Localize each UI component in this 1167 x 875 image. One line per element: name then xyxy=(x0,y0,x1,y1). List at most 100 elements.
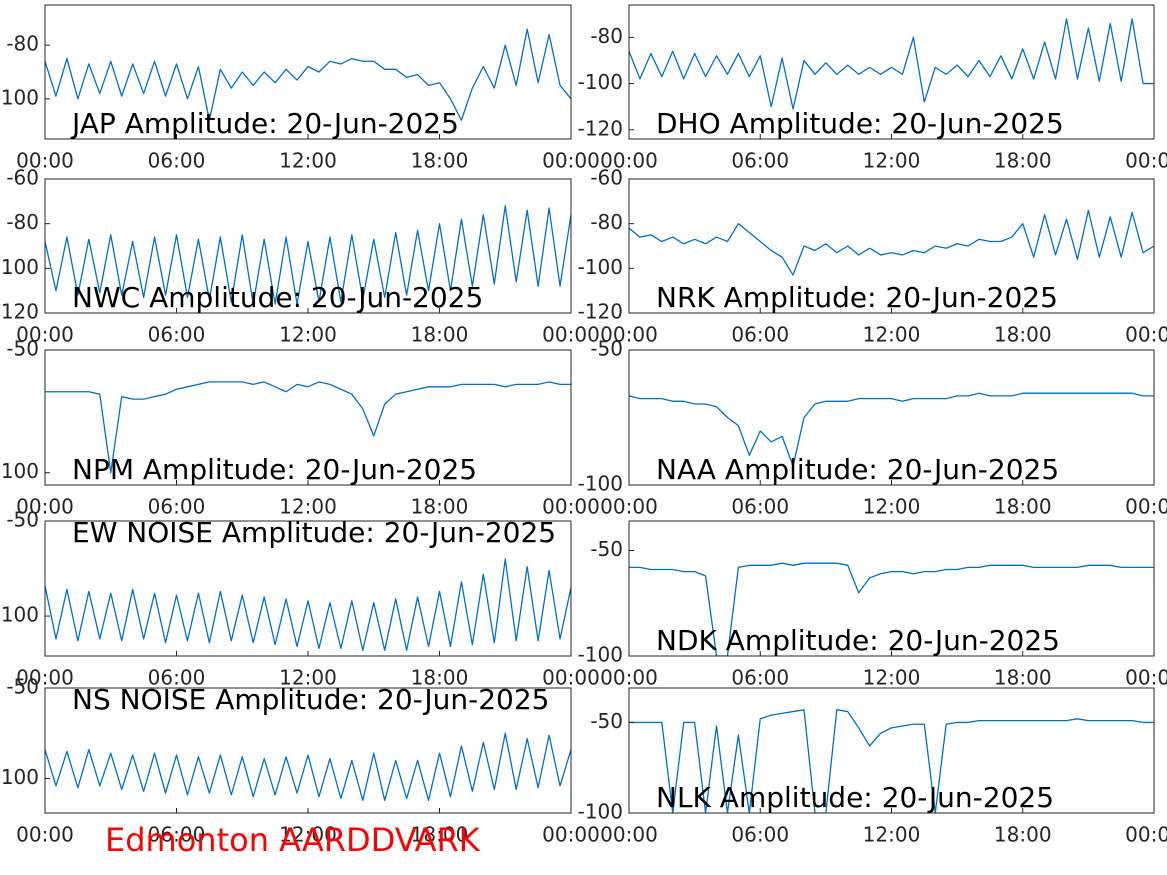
x-tick-label: 18:00 xyxy=(994,823,1052,847)
x-tick-label: 06:00 xyxy=(731,666,789,690)
panel: 00:00 06:00 12:00 18:00 00:00 -80 -100 -120 DHO … xyxy=(578,4,1167,173)
y-tick-label: -50 xyxy=(590,709,623,733)
signal-line xyxy=(45,205,571,305)
signal-line xyxy=(45,558,571,651)
x-tick-label: 06:00 xyxy=(148,323,206,347)
x-tick-label: 06:00 xyxy=(148,823,206,847)
plot-area xyxy=(45,688,571,813)
x-tick-label: 18:00 xyxy=(994,495,1052,519)
panel: 00:00 06:00 12:00 18:00 00:00 -50 -100 NDK Ampl… xyxy=(578,520,1167,690)
x-tick-label: 18:00 xyxy=(411,823,469,847)
plot-area xyxy=(629,350,1154,485)
panel: 00:00 06:00 12:00 18:00 00:00 -80 -100 JAP Ampl… xyxy=(0,4,600,173)
y-tick-label: -100 xyxy=(0,85,39,109)
plot-area xyxy=(629,5,1154,139)
x-tick-label: 12:00 xyxy=(863,495,921,519)
signal-line xyxy=(629,209,1154,276)
signal-line xyxy=(629,562,1154,656)
panel: 00:00 06:00 12:00 18:00 00:00 -60 -80 -100 -120 N… xyxy=(0,166,600,347)
x-tick-label: 00:00 xyxy=(16,823,74,847)
x-tick-label: 06:00 xyxy=(731,149,789,173)
x-tick-label: 00:00 xyxy=(1125,323,1167,347)
x-tick-label: 06:00 xyxy=(148,495,206,519)
x-tick-label: 00:00 xyxy=(600,823,658,847)
x-tick-label: 00:00 xyxy=(600,495,658,519)
panel: 00:00 06:00 12:00 18:00 00:00 -50 -100 NAA Ampl… xyxy=(578,337,1167,519)
y-tick-label: -80 xyxy=(6,32,39,56)
panel-title: NS NOISE Amplitude: 20-Jun-2025 xyxy=(72,683,549,716)
y-tick-label: -120 xyxy=(578,116,623,140)
signal-line xyxy=(45,28,571,121)
panel-title: EW NOISE Amplitude: 20-Jun-2025 xyxy=(72,516,556,549)
plot-area xyxy=(45,5,571,139)
y-tick-label: -80 xyxy=(6,210,39,234)
y-tick-label: -50 xyxy=(590,537,623,561)
x-tick-label: 18:00 xyxy=(994,323,1052,347)
panel-title: DHO Amplitude: 20-Jun-2025 xyxy=(656,107,1064,140)
panel: 00:00 06:00 12:00 18:00 00:00 -50 -100 NS NOISE… xyxy=(0,675,600,847)
x-tick-label: 12:00 xyxy=(279,323,337,347)
x-tick-label: 12:00 xyxy=(863,666,921,690)
y-tick-label: -100 xyxy=(0,603,39,627)
x-tick-label: 00:00 xyxy=(1125,823,1167,847)
y-tick-label: -100 xyxy=(578,255,623,279)
x-tick-label: 12:00 xyxy=(279,149,337,173)
footer: Edmonton AARDDVARK xyxy=(105,821,481,859)
y-tick-label: -50 xyxy=(6,337,39,361)
signal-line xyxy=(629,18,1154,110)
plot-area xyxy=(629,688,1154,813)
x-tick-label: 00:00 xyxy=(1125,495,1167,519)
panel-title: NDK Amplitude: 20-Jun-2025 xyxy=(656,624,1060,657)
x-tick-label: 00:00 xyxy=(16,323,74,347)
x-tick-label: 18:00 xyxy=(994,149,1052,173)
signal-line xyxy=(45,732,571,801)
y-tick-label: -50 xyxy=(6,675,39,699)
y-tick-label: -100 xyxy=(0,255,39,279)
x-tick-label: 12:00 xyxy=(279,666,337,690)
plot-area xyxy=(45,179,571,313)
y-tick-label: -100 xyxy=(0,765,39,789)
x-tick-label: 18:00 xyxy=(994,666,1052,690)
panel: 00:00 06:00 12:00 18:00 00:00 -50 -100 NLK Ampl… xyxy=(578,687,1167,847)
plot-area xyxy=(45,350,571,485)
y-tick-label: -50 xyxy=(590,337,623,361)
x-tick-label: 00:00 xyxy=(600,149,658,173)
signal-line xyxy=(629,709,1154,813)
x-tick-label: 00:00 xyxy=(542,666,600,690)
panel-title: NPM Amplitude: 20-Jun-2025 xyxy=(72,453,477,486)
x-tick-label: 12:00 xyxy=(863,149,921,173)
x-tick-label: 00:00 xyxy=(16,666,74,690)
plot-area xyxy=(629,179,1154,313)
panel-title: NLK Amplitude: 20-Jun-2025 xyxy=(656,781,1054,814)
panel: 00:00 06:00 12:00 18:00 00:00 -60 -80 -100 -120 N… xyxy=(578,166,1167,347)
x-tick-label: 00:00 xyxy=(16,149,74,173)
x-tick-label: 12:00 xyxy=(279,823,337,847)
y-tick-label: -100 xyxy=(578,643,623,667)
panel-title: NWC Amplitude: 20-Jun-2025 xyxy=(72,281,483,314)
x-tick-label: 00:00 xyxy=(1125,666,1167,690)
x-tick-label: 06:00 xyxy=(148,666,206,690)
x-tick-label: 00:00 xyxy=(16,495,74,519)
x-tick-label: 12:00 xyxy=(863,323,921,347)
y-tick-label: -60 xyxy=(590,166,623,190)
y-tick-label: -100 xyxy=(578,472,623,496)
panel: 00:00 06:00 12:00 18:00 00:00 -50 -100 NPM Ampl… xyxy=(0,337,600,519)
plot-area xyxy=(629,521,1154,656)
x-tick-label: 18:00 xyxy=(411,495,469,519)
x-tick-label: 06:00 xyxy=(731,323,789,347)
panel-title: NRK Amplitude: 20-Jun-2025 xyxy=(656,281,1058,314)
x-tick-label: 00:00 xyxy=(600,323,658,347)
x-tick-label: 00:00 xyxy=(542,495,600,519)
x-tick-label: 00:00 xyxy=(542,149,600,173)
signal-line xyxy=(45,381,571,474)
plot-area xyxy=(45,521,571,656)
y-tick-label: -100 xyxy=(578,70,623,94)
y-tick-label: -60 xyxy=(6,166,39,190)
x-tick-label: 18:00 xyxy=(411,323,469,347)
x-tick-label: 00:00 xyxy=(542,323,600,347)
panel-title: NAA Amplitude: 20-Jun-2025 xyxy=(656,453,1059,486)
y-tick-label: -100 xyxy=(0,459,39,483)
x-tick-label: 06:00 xyxy=(731,823,789,847)
